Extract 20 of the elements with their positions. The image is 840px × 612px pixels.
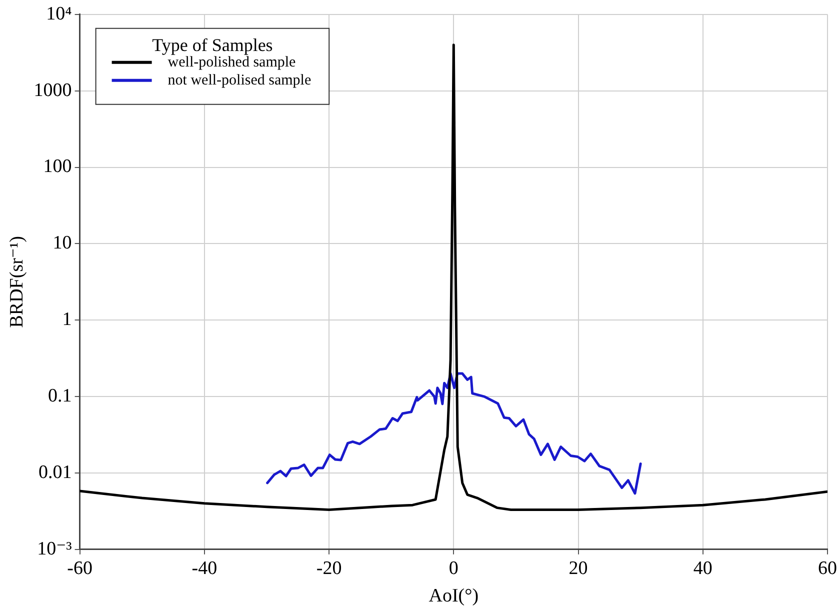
y-tick-label: 0.1	[48, 386, 72, 407]
y-tick-label: 1	[62, 309, 72, 330]
x-tick-label: 60	[818, 558, 837, 579]
y-tick-label: 10⁻³	[37, 538, 72, 560]
y-tick-label: 10⁴	[46, 3, 72, 24]
legend-label: not well-polised sample	[168, 72, 312, 88]
y-tick-label: 0.01	[38, 462, 72, 483]
y-axis-title: BRDF(sr⁻¹)	[6, 236, 28, 328]
legend-title: Type of Samples	[152, 35, 273, 56]
y-tick-label: 10	[52, 232, 72, 254]
x-tick-label: 40	[693, 558, 712, 579]
y-tick-label: 1000	[34, 80, 72, 101]
legend-label: well-polished sample	[168, 54, 296, 70]
x-tick-label: -20	[316, 558, 342, 579]
x-tick-label: -40	[192, 558, 218, 579]
y-tick-label: 100	[43, 156, 72, 178]
x-tick-label: -60	[67, 558, 92, 579]
x-axis-title: AoI(°)	[428, 586, 479, 607]
x-tick-label: 20	[568, 558, 588, 579]
x-tick-label: 0	[448, 558, 458, 579]
